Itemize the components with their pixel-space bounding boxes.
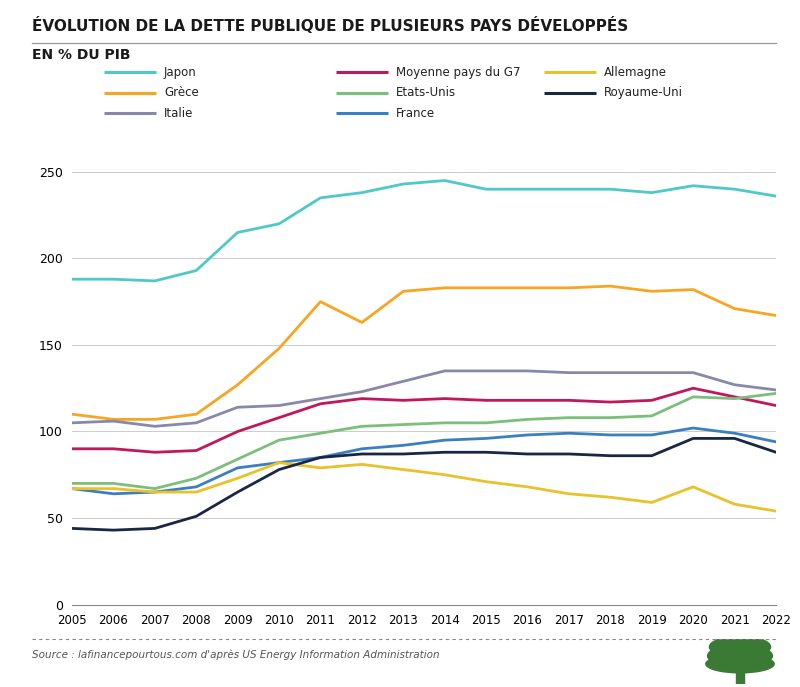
Ellipse shape <box>706 655 774 673</box>
Text: Italie: Italie <box>164 107 194 120</box>
Ellipse shape <box>710 636 770 657</box>
Text: ÉVOLUTION DE LA DETTE PUBLIQUE DE PLUSIEURS PAYS DÉVELOPPÉS: ÉVOLUTION DE LA DETTE PUBLIQUE DE PLUSIE… <box>32 17 628 34</box>
Text: Source : lafinancepourtous.com d'après US Energy Information Administration: Source : lafinancepourtous.com d'après U… <box>32 649 440 660</box>
Ellipse shape <box>708 644 773 668</box>
Text: Grèce: Grèce <box>164 87 198 99</box>
Text: Moyenne pays du G7: Moyenne pays du G7 <box>396 66 521 78</box>
Text: Japon: Japon <box>164 66 197 78</box>
Text: EN % DU PIB: EN % DU PIB <box>32 48 130 62</box>
Text: Etats-Unis: Etats-Unis <box>396 87 456 99</box>
Text: France: France <box>396 107 435 120</box>
FancyBboxPatch shape <box>736 671 744 684</box>
Text: Allemagne: Allemagne <box>604 66 667 78</box>
Text: Royaume-Uni: Royaume-Uni <box>604 87 683 99</box>
